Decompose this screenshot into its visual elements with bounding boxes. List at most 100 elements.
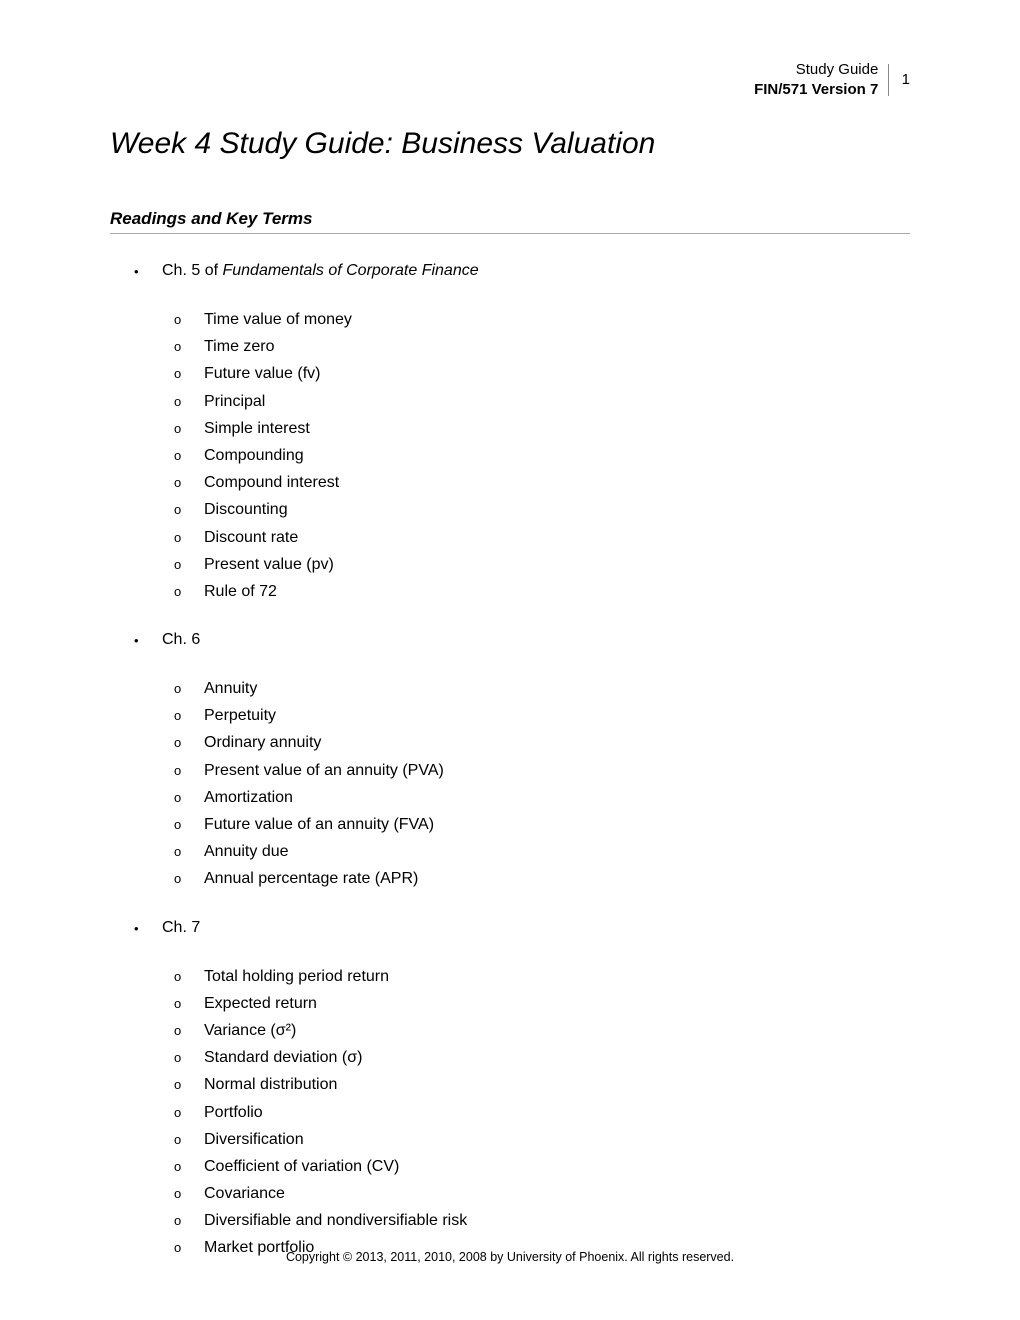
section-heading: Readings and Key Terms	[110, 209, 910, 234]
chapter-list: •Ch. 5 of Fundamentals of Corporate Fina…	[110, 262, 910, 1262]
sub-bullet-icon: o	[174, 868, 204, 890]
sub-bullet-icon: o	[174, 581, 204, 603]
sub-bullet-icon: o	[174, 1156, 204, 1178]
term-text: Present value of an annuity (PVA)	[204, 762, 444, 779]
sub-bullet-icon: o	[174, 418, 204, 440]
term-text: Diversifiable and nondiversifiable risk	[204, 1212, 467, 1229]
term-item: oCompound interest	[174, 469, 910, 496]
term-item: oAnnual percentage rate (APR)	[174, 865, 910, 892]
sub-bullet-icon: o	[174, 1129, 204, 1151]
term-item: oStandard deviation (σ)	[174, 1044, 910, 1071]
page-number: 1	[902, 71, 910, 88]
doc-type: Study Guide	[796, 61, 879, 78]
term-text: Rule of 72	[204, 583, 277, 600]
term-item: oNormal distribution	[174, 1071, 910, 1098]
sub-bullet-icon: o	[174, 1047, 204, 1069]
term-text: Annuity	[204, 680, 257, 697]
copyright-footer: Copyright © 2013, 2011, 2010, 2008 by Un…	[0, 1250, 1020, 1264]
term-text: Annuity due	[204, 843, 289, 860]
term-item: oFuture value (fv)	[174, 360, 910, 387]
term-text: Amortization	[204, 789, 293, 806]
term-text: Portfolio	[204, 1104, 263, 1121]
term-item: oOrdinary annuity	[174, 729, 910, 756]
term-text: Expected return	[204, 995, 317, 1012]
term-item: oAnnuity	[174, 675, 910, 702]
term-item: oTime zero	[174, 333, 910, 360]
term-item: oTotal holding period return	[174, 963, 910, 990]
header-meta: Study Guide FIN/571 Version 7 1	[110, 60, 910, 99]
sub-bullet-icon: o	[174, 1074, 204, 1096]
term-item: oPrincipal	[174, 388, 910, 415]
chapter-item: •Ch. 7 oTotal holding period returnoExpe…	[134, 919, 910, 1262]
term-text: Total holding period return	[204, 968, 389, 985]
sub-bullet-icon: o	[174, 705, 204, 727]
term-item: oCompounding	[174, 442, 910, 469]
term-item: oTime value of money	[174, 306, 910, 333]
course-code: FIN/571 Version 7	[754, 81, 878, 98]
term-text: Future value (fv)	[204, 365, 320, 382]
term-item: oAnnuity due	[174, 838, 910, 865]
term-text: Standard deviation (σ)	[204, 1049, 362, 1066]
term-text: Covariance	[204, 1185, 285, 1202]
term-item: oExpected return	[174, 990, 910, 1017]
term-item: oSimple interest	[174, 415, 910, 442]
term-text: Normal distribution	[204, 1076, 337, 1093]
chapter-label: Ch. 7	[162, 919, 200, 936]
sub-bullet-icon: o	[174, 814, 204, 836]
term-text: Present value (pv)	[204, 556, 334, 573]
bullet-icon: •	[134, 631, 162, 651]
header-separator	[888, 64, 889, 96]
term-item: oCovariance	[174, 1180, 910, 1207]
term-text: Diversification	[204, 1131, 304, 1148]
term-item: oDiversifiable and nondiversifiable risk	[174, 1207, 910, 1234]
sub-bullet-icon: o	[174, 1020, 204, 1042]
sub-bullet-icon: o	[174, 336, 204, 358]
sub-bullet-icon: o	[174, 760, 204, 782]
term-text: Time zero	[204, 338, 275, 355]
term-item: oPresent value of an annuity (PVA)	[174, 757, 910, 784]
term-item: oPerpetuity	[174, 702, 910, 729]
term-text: Principal	[204, 393, 265, 410]
term-list: oTime value of moneyoTime zerooFuture va…	[134, 306, 910, 605]
term-text: Ordinary annuity	[204, 734, 321, 751]
sub-bullet-icon: o	[174, 472, 204, 494]
term-item: oAmortization	[174, 784, 910, 811]
term-item: oCoefficient of variation (CV)	[174, 1153, 910, 1180]
term-item: oVariance (σ²)	[174, 1017, 910, 1044]
term-text: Coefficient of variation (CV)	[204, 1158, 399, 1175]
sub-bullet-icon: o	[174, 993, 204, 1015]
sub-bullet-icon: o	[174, 732, 204, 754]
sub-bullet-icon: o	[174, 309, 204, 331]
sub-bullet-icon: o	[174, 445, 204, 467]
term-list: oTotal holding period returnoExpected re…	[134, 963, 910, 1262]
term-text: Discount rate	[204, 529, 298, 546]
term-text: Time value of money	[204, 311, 352, 328]
term-text: Compounding	[204, 447, 304, 464]
chapter-item: •Ch. 5 of Fundamentals of Corporate Fina…	[134, 262, 910, 605]
term-text: Perpetuity	[204, 707, 276, 724]
term-text: Future value of an annuity (FVA)	[204, 816, 434, 833]
term-item: oDiscounting	[174, 496, 910, 523]
term-text: Annual percentage rate (APR)	[204, 870, 418, 887]
term-item: oPresent value (pv)	[174, 551, 910, 578]
term-item: oDiversification	[174, 1126, 910, 1153]
page-title: Week 4 Study Guide: Business Valuation	[110, 127, 910, 161]
term-item: oDiscount rate	[174, 524, 910, 551]
term-text: Compound interest	[204, 474, 339, 491]
sub-bullet-icon: o	[174, 554, 204, 576]
chapter-label: Ch. 6	[162, 631, 200, 648]
sub-bullet-icon: o	[174, 527, 204, 549]
term-text: Simple interest	[204, 420, 310, 437]
bullet-icon: •	[134, 262, 162, 282]
sub-bullet-icon: o	[174, 499, 204, 521]
sub-bullet-icon: o	[174, 841, 204, 863]
chapter-item: •Ch. 6 oAnnuityoPerpetuityoOrdinary annu…	[134, 631, 910, 893]
sub-bullet-icon: o	[174, 1102, 204, 1124]
term-item: oFuture value of an annuity (FVA)	[174, 811, 910, 838]
sub-bullet-icon: o	[174, 1210, 204, 1232]
sub-bullet-icon: o	[174, 787, 204, 809]
bullet-icon: •	[134, 919, 162, 939]
sub-bullet-icon: o	[174, 678, 204, 700]
sub-bullet-icon: o	[174, 966, 204, 988]
chapter-label: Ch. 5 of Fundamentals of Corporate Finan…	[162, 262, 479, 279]
